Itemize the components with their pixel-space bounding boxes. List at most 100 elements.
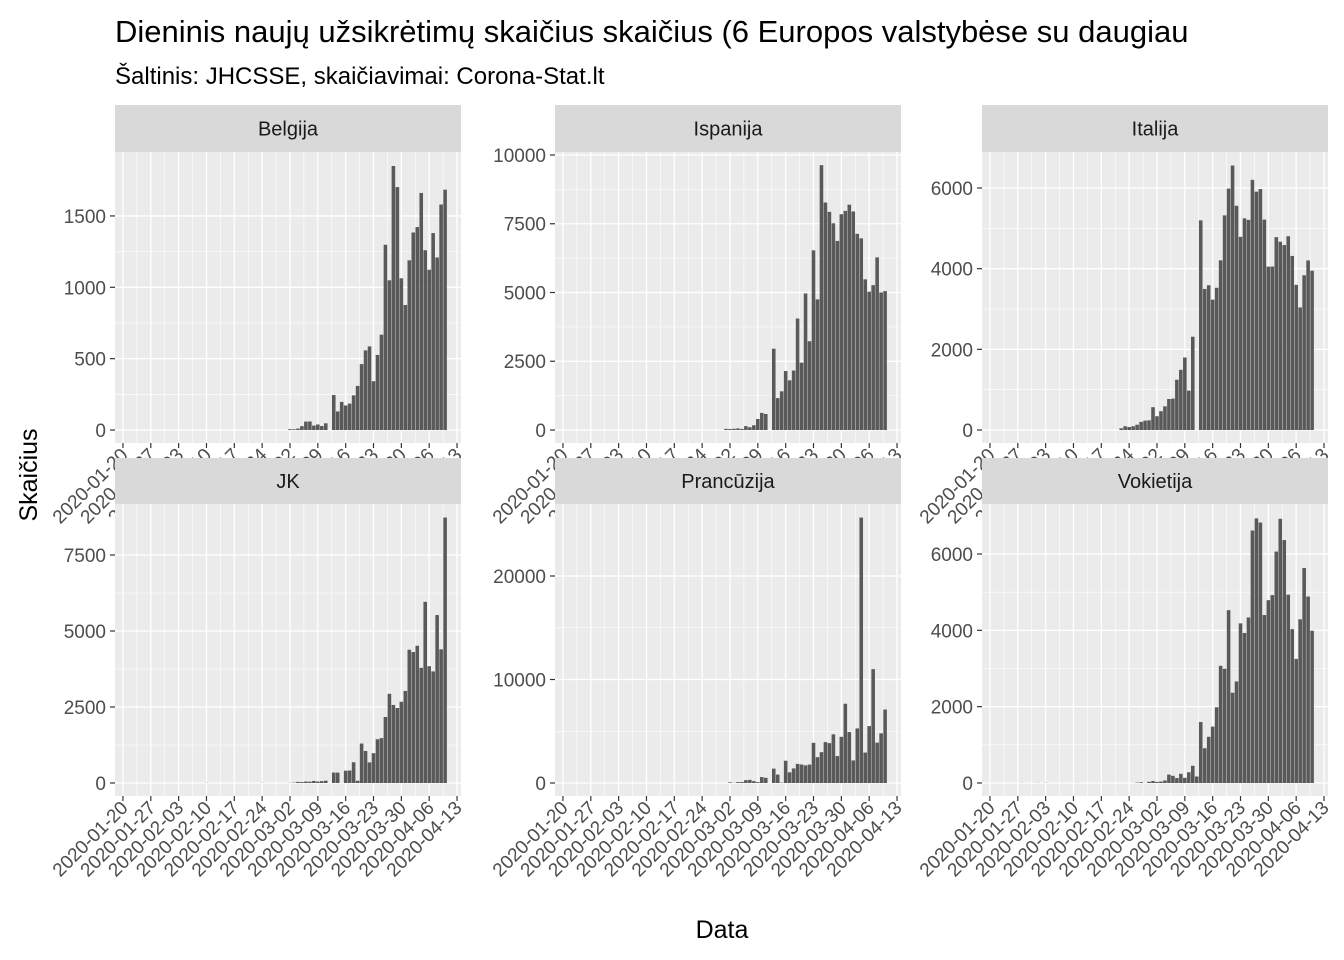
bar <box>1147 420 1151 431</box>
bar <box>1306 260 1310 431</box>
bar <box>1131 426 1135 431</box>
bar <box>1214 707 1219 783</box>
bar <box>1167 398 1171 431</box>
bar <box>1270 266 1275 431</box>
bar <box>415 227 420 431</box>
bar <box>339 401 344 431</box>
y-tick-label: 7500 <box>504 215 546 236</box>
bar <box>371 381 376 431</box>
bar <box>760 777 764 784</box>
y-tick-label: 1000 <box>64 278 106 299</box>
bar <box>791 768 796 784</box>
chart-title: Dieninis naujų užsikrėtimų skaičius skai… <box>115 14 1188 49</box>
bar <box>411 652 416 783</box>
strip <box>982 105 1328 152</box>
bar <box>823 202 828 430</box>
bar <box>1290 629 1294 783</box>
bar <box>763 777 768 784</box>
bar <box>1210 726 1215 783</box>
bar <box>1258 522 1263 783</box>
bar <box>415 645 420 783</box>
bar <box>859 238 864 430</box>
y-tick-label: 0 <box>962 421 973 442</box>
y-tick-label: 6000 <box>931 545 973 566</box>
bar <box>308 781 312 783</box>
strip <box>555 458 901 504</box>
bar <box>839 736 844 784</box>
bar <box>1266 266 1271 431</box>
bar <box>855 728 860 784</box>
bar <box>847 204 852 430</box>
bar <box>1202 288 1207 431</box>
bar <box>435 615 439 783</box>
bar <box>775 774 780 784</box>
bar <box>312 780 316 783</box>
bar <box>831 223 836 430</box>
bar <box>1175 778 1179 783</box>
bar <box>1139 782 1143 783</box>
bar <box>1143 420 1147 431</box>
bar <box>427 666 431 783</box>
panel-background <box>115 504 461 796</box>
bar <box>1254 191 1259 431</box>
bar <box>883 291 887 430</box>
bar <box>827 211 832 430</box>
bar <box>823 742 828 784</box>
bar <box>1206 736 1211 783</box>
bar <box>423 250 427 431</box>
bar <box>403 690 408 783</box>
bar <box>1286 236 1291 431</box>
bar <box>1127 427 1131 431</box>
bar <box>443 189 447 431</box>
bar <box>815 299 820 430</box>
bar <box>1274 237 1279 431</box>
bar <box>296 428 300 431</box>
bar <box>379 334 384 431</box>
bar <box>304 781 308 783</box>
bar <box>819 165 824 430</box>
bar <box>791 370 796 430</box>
y-tick-label: 10000 <box>493 146 546 167</box>
bar <box>1139 421 1143 431</box>
bar <box>347 770 352 783</box>
panel-background <box>555 504 901 796</box>
bar <box>748 427 752 430</box>
bar <box>871 285 875 430</box>
bar <box>867 291 871 430</box>
bar <box>835 240 840 430</box>
bar <box>795 763 800 784</box>
bar <box>1183 777 1187 783</box>
bar <box>1290 255 1294 431</box>
bar <box>787 380 792 430</box>
bar <box>728 429 732 430</box>
bar <box>831 734 836 784</box>
bar <box>1294 658 1298 783</box>
bar <box>1310 630 1314 783</box>
bar <box>1183 357 1187 431</box>
y-tick-label: 2500 <box>64 698 106 719</box>
bar <box>763 413 768 430</box>
bar <box>851 760 856 784</box>
bar <box>811 250 816 430</box>
bar <box>1222 215 1227 431</box>
bar <box>875 257 879 430</box>
bar <box>1258 189 1263 431</box>
bar <box>1167 774 1171 783</box>
bar <box>411 232 416 431</box>
bar <box>815 757 820 784</box>
bar <box>343 405 348 431</box>
bar <box>1302 275 1306 431</box>
bar <box>359 743 364 783</box>
bar <box>403 304 408 431</box>
bar <box>807 341 812 430</box>
bar <box>1282 540 1287 783</box>
bar <box>1226 188 1231 431</box>
bar <box>1302 568 1306 783</box>
bar <box>316 424 320 431</box>
bar <box>736 428 740 430</box>
bar <box>756 782 760 784</box>
bar <box>1238 623 1243 783</box>
bar <box>351 762 356 783</box>
bar <box>1202 748 1207 783</box>
panel-background <box>982 504 1328 796</box>
